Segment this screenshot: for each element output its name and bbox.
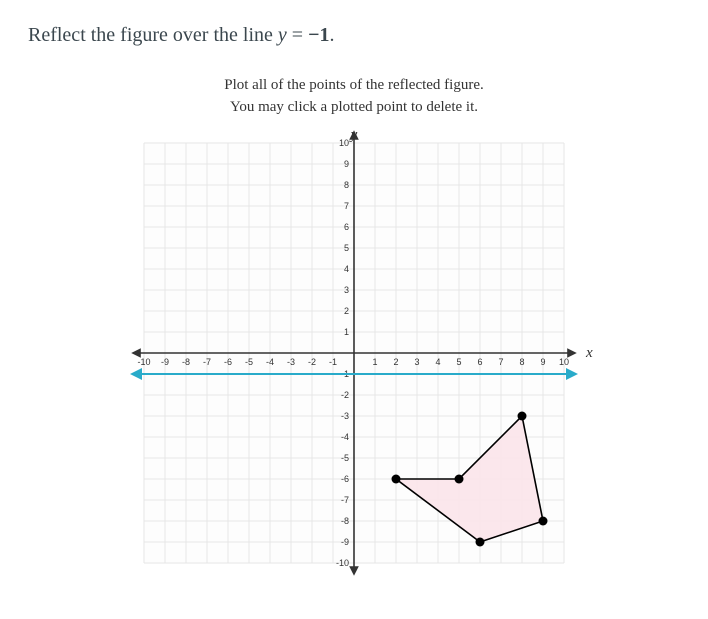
svg-text:9: 9	[540, 357, 545, 367]
question-text: Reflect the figure over the line y = −1.	[28, 24, 680, 47]
svg-text:1: 1	[372, 357, 377, 367]
svg-text:-4: -4	[266, 357, 274, 367]
svg-text:6: 6	[477, 357, 482, 367]
svg-text:-6: -6	[224, 357, 232, 367]
svg-text:4: 4	[435, 357, 440, 367]
svg-text:x: x	[585, 345, 593, 361]
svg-text:3: 3	[414, 357, 419, 367]
svg-text:5: 5	[344, 243, 349, 253]
svg-text:-2: -2	[308, 357, 316, 367]
plot-instructions: Plot all of the points of the reflected …	[28, 75, 680, 119]
svg-text:-2: -2	[341, 390, 349, 400]
svg-text:2: 2	[344, 306, 349, 316]
svg-text:9: 9	[344, 159, 349, 169]
svg-text:-8: -8	[341, 516, 349, 526]
svg-text:10: 10	[339, 138, 349, 148]
question-var: y	[278, 24, 287, 46]
svg-text:-9: -9	[341, 537, 349, 547]
instruction-line2: You may click a plotted point to delete …	[28, 97, 680, 119]
svg-text:-3: -3	[287, 357, 295, 367]
svg-text:5: 5	[456, 357, 461, 367]
svg-text:-9: -9	[161, 357, 169, 367]
svg-text:-5: -5	[245, 357, 253, 367]
svg-text:10: 10	[559, 357, 569, 367]
svg-text:7: 7	[498, 357, 503, 367]
svg-text:-8: -8	[182, 357, 190, 367]
svg-text:3: 3	[344, 285, 349, 295]
svg-text:-10: -10	[336, 558, 349, 568]
svg-text:-4: -4	[341, 432, 349, 442]
instruction-line1: Plot all of the points of the reflected …	[28, 75, 680, 97]
svg-text:-3: -3	[341, 411, 349, 421]
svg-text:6: 6	[344, 222, 349, 232]
question-prefix: Reflect the figure over the line	[28, 24, 278, 46]
svg-text:1: 1	[344, 327, 349, 337]
svg-text:-10: -10	[137, 357, 150, 367]
question-period: .	[329, 24, 334, 46]
svg-text:7: 7	[344, 201, 349, 211]
svg-text:y: y	[349, 127, 358, 143]
svg-text:-1: -1	[329, 357, 337, 367]
svg-text:-7: -7	[203, 357, 211, 367]
question-minus: −	[308, 24, 319, 46]
svg-text:8: 8	[519, 357, 524, 367]
svg-text:-6: -6	[341, 474, 349, 484]
svg-text:4: 4	[344, 264, 349, 274]
svg-text:2: 2	[393, 357, 398, 367]
coordinate-grid[interactable]: -10 -9 -8 -7 -6 -5 -4 -3 -2 -1 1 2 3 4 5 6 7 8 9 10 -10 -9 -8 -…	[114, 125, 594, 595]
svg-text:8: 8	[344, 180, 349, 190]
svg-text:-5: -5	[341, 453, 349, 463]
question-eq: =	[287, 24, 308, 46]
svg-text:-7: -7	[341, 495, 349, 505]
question-value: 1	[319, 24, 329, 46]
